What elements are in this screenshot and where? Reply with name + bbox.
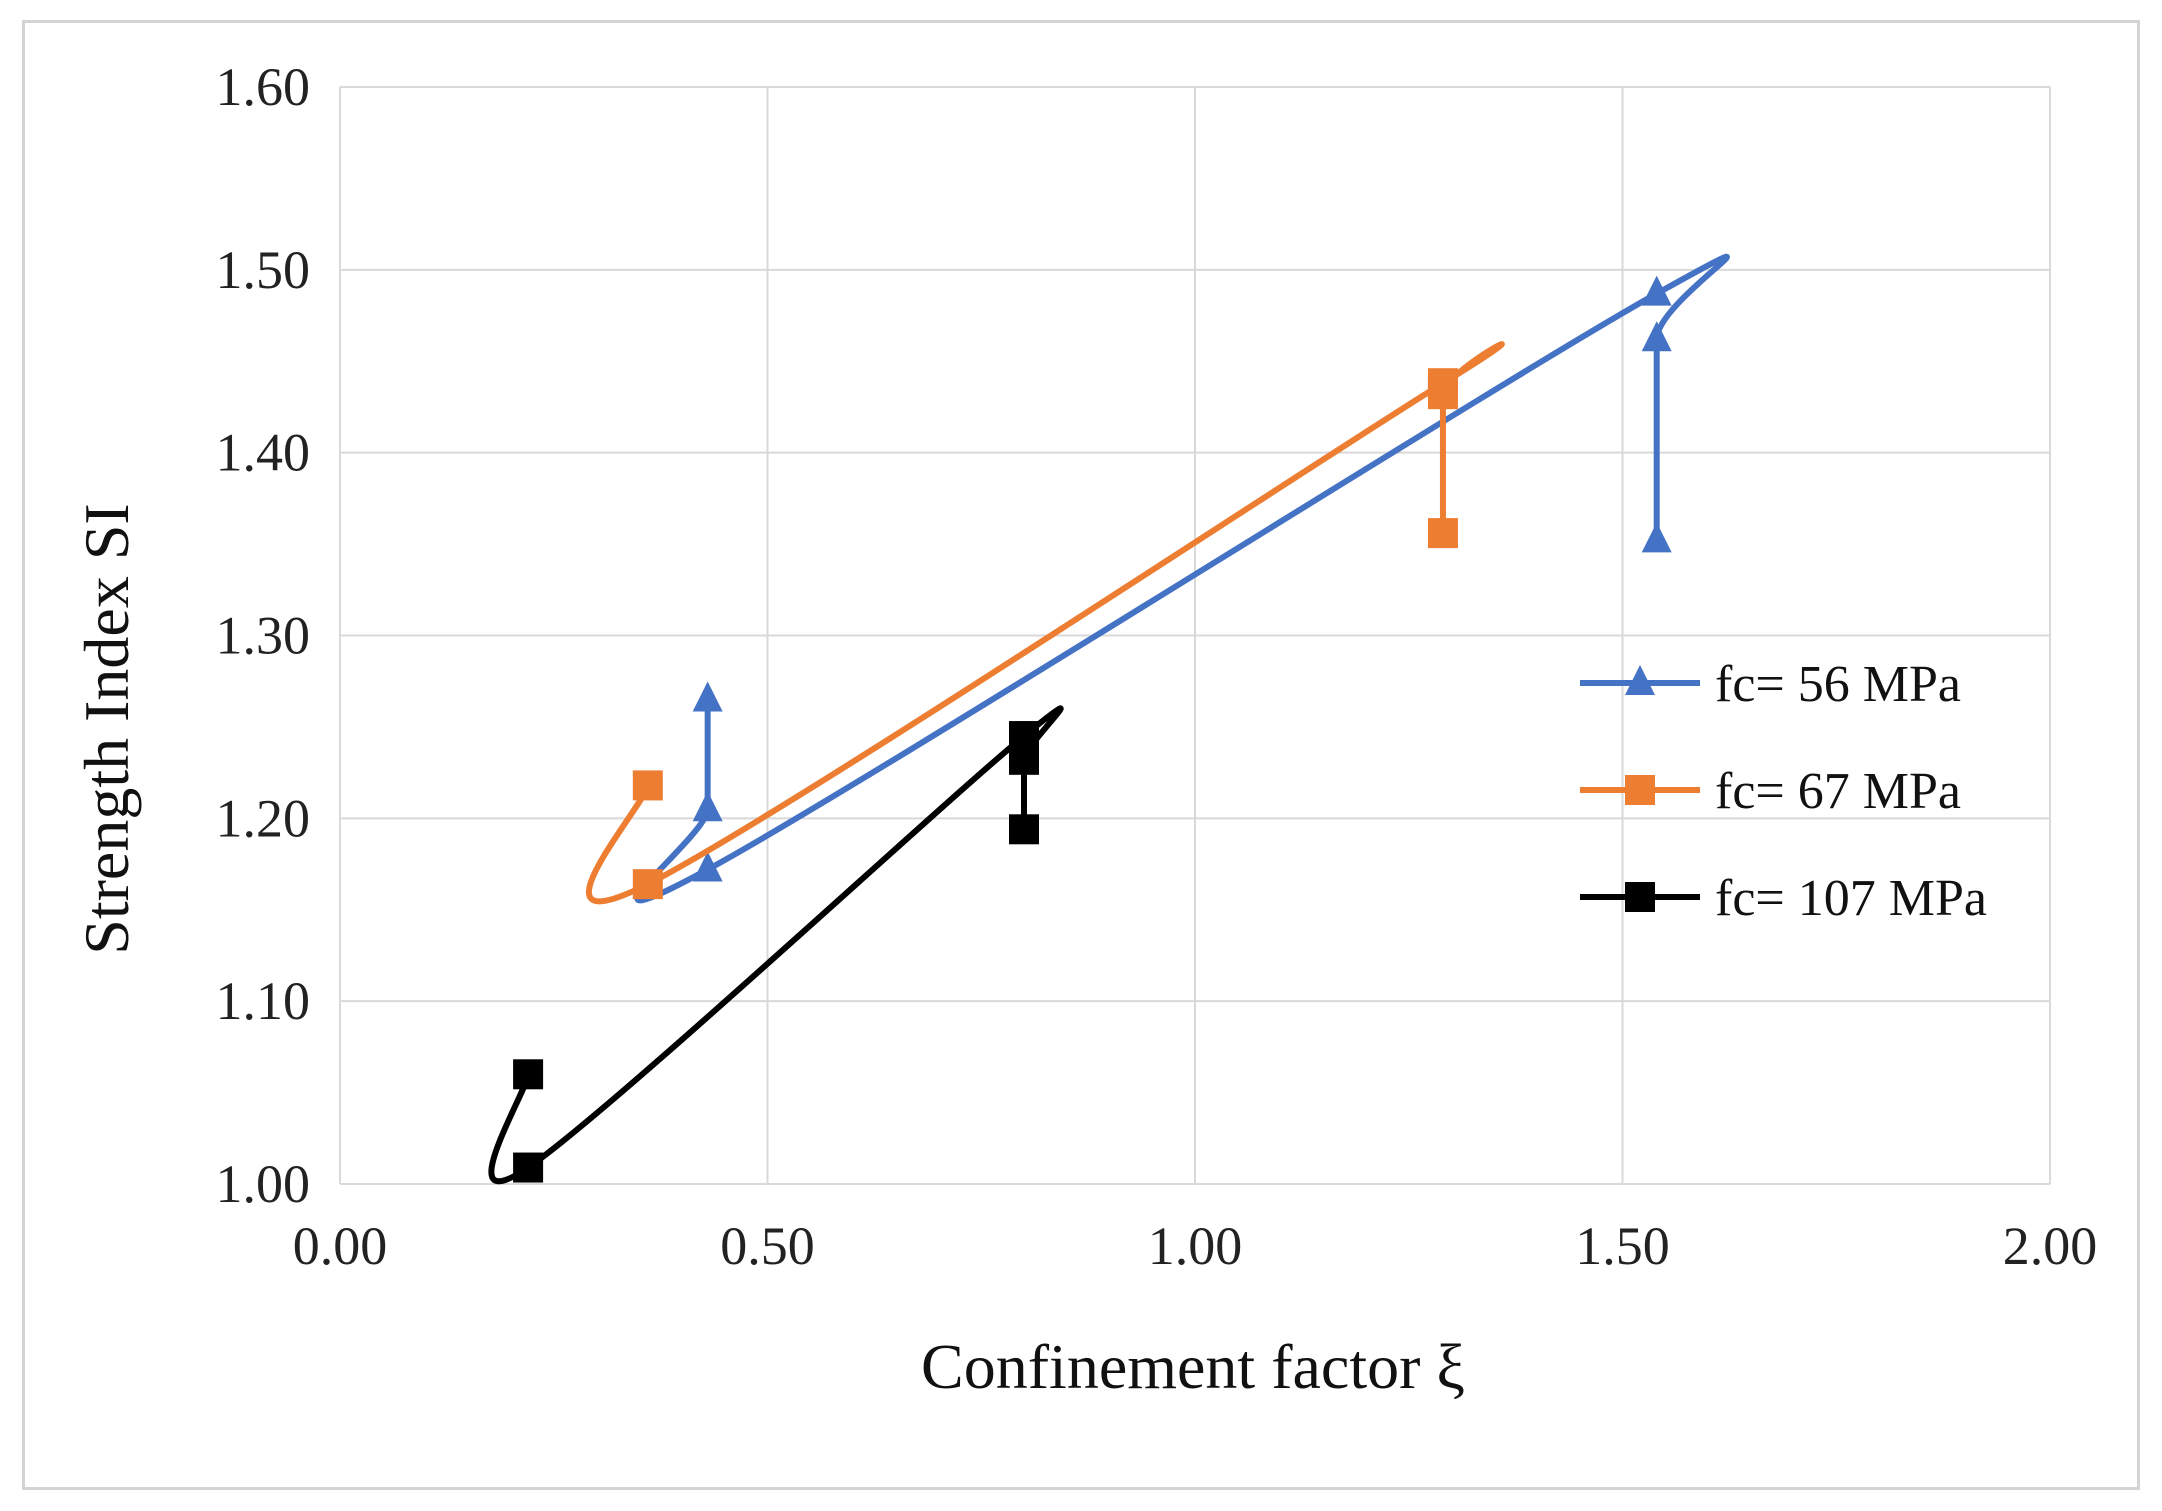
grid [339,86,2051,1185]
legend-item: fc= 107 MPa [1580,870,1987,927]
legend-marker [1625,775,1655,805]
legend-label: fc= 56 MPa [1715,656,1961,713]
x-tick-labels: 0.00 0.50 1.00 1.50 2.00 [293,1216,2098,1276]
x-tick-label: 1.50 [1575,1216,1670,1276]
data-point [513,1059,544,1090]
legend-marker [1625,665,1655,695]
x-tick-label: 1.00 [1148,1216,1243,1276]
data-point [513,1152,544,1183]
y-tick-labels: 1.00 1.10 1.20 1.30 1.40 1.50 1.60 [216,57,311,1214]
data-point [1427,518,1458,549]
data-point [1641,321,1672,352]
y-axis-title: Strength Index SI [71,503,142,955]
legend-label: fc= 67 MPa [1715,763,1961,820]
x-tick-label: 0.00 [293,1216,388,1276]
x-tick-label: 0.50 [720,1216,815,1276]
data-point [1009,744,1039,775]
series-2 [586,341,1505,905]
series-3 [488,705,1064,1185]
chart-frame [22,20,2140,1490]
series-line [488,705,1064,1185]
data-point [1641,522,1672,553]
legend-marker [1625,882,1655,912]
y-tick-label: 1.60 [216,57,311,117]
y-tick-label: 1.10 [216,971,311,1031]
series-1 [634,253,1731,904]
series-line [634,253,1731,904]
data-point [1427,379,1458,410]
series-layer [488,253,1731,1185]
legend-item: fc= 67 MPa [1580,763,1961,820]
legend-item: fc= 56 MPa [1580,656,1961,713]
legend-label: fc= 107 MPa [1715,870,1987,927]
data-point [692,681,723,712]
data-point [632,869,663,900]
data-point [1009,814,1039,845]
y-tick-label: 1.20 [216,788,311,848]
legend: fc= 56 MPa fc= 67 MPa fc= 107 MPa [1580,656,1987,927]
y-tick-label: 1.00 [216,1154,311,1214]
x-tick-label: 2.00 [2003,1216,2098,1276]
data-point [632,770,663,801]
y-tick-label: 1.30 [216,606,311,666]
data-point [1641,275,1672,306]
data-point [692,851,723,882]
y-tick-label: 1.40 [216,423,311,483]
data-point [692,791,723,822]
x-axis-title: Confinement factor ξ [921,1331,1465,1402]
y-tick-label: 1.50 [216,240,311,300]
